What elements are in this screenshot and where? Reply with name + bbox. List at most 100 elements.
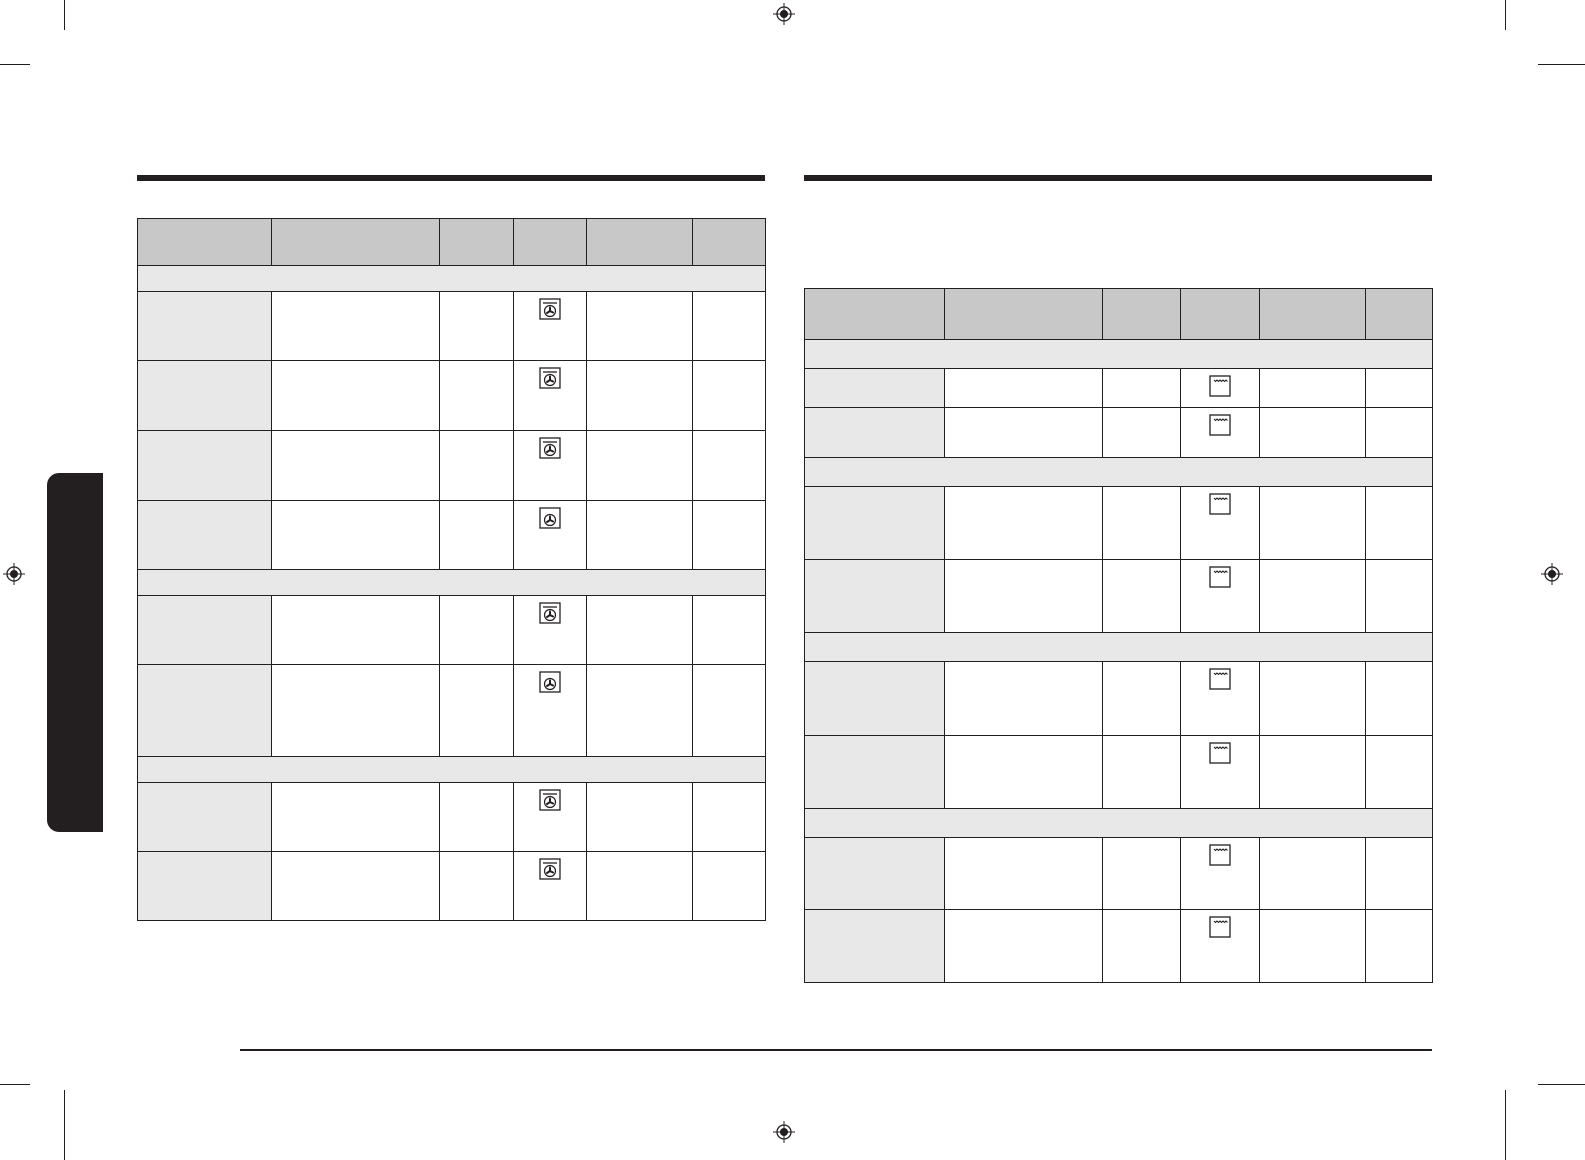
table-cell xyxy=(137,360,272,431)
table-cell xyxy=(1102,735,1181,809)
top-heater-icon xyxy=(1209,742,1231,764)
chapter-side-tab xyxy=(47,473,103,832)
table-cell xyxy=(944,837,1103,910)
table-row xyxy=(137,360,766,431)
top-heater-icon xyxy=(1209,668,1231,690)
top-heater-icon xyxy=(1209,844,1231,866)
table-cell xyxy=(944,559,1103,633)
header-cell xyxy=(271,218,440,266)
table-cell xyxy=(513,595,587,665)
table-cell xyxy=(804,368,945,408)
table-row xyxy=(137,782,766,852)
registration-mark-icon xyxy=(1541,563,1563,585)
header-cell xyxy=(944,288,1103,340)
section-cell xyxy=(804,457,1433,487)
table-cell xyxy=(513,291,587,361)
table-cell xyxy=(137,851,272,921)
table-row xyxy=(137,430,766,501)
table-cell xyxy=(1365,837,1433,910)
section-cell xyxy=(804,339,1433,369)
table-cell xyxy=(1259,368,1366,408)
table-cell xyxy=(804,407,945,458)
table-cell xyxy=(513,851,587,921)
table-cell xyxy=(439,430,514,501)
table-cell xyxy=(1259,735,1366,809)
crop-mark xyxy=(64,1090,65,1160)
table-cell xyxy=(1259,909,1366,983)
table-cell xyxy=(513,430,587,501)
table-cell xyxy=(513,360,587,431)
table-cell xyxy=(804,661,945,736)
table-row xyxy=(137,664,766,757)
table-cell xyxy=(271,500,440,570)
table-cell xyxy=(1102,486,1181,560)
table-cell xyxy=(439,360,514,431)
table-cell xyxy=(1259,407,1366,458)
crop-mark xyxy=(64,0,65,30)
section-row xyxy=(137,569,766,596)
fan-with-top-heater-icon xyxy=(539,437,561,459)
table-cell xyxy=(804,837,945,910)
table-cell xyxy=(137,595,272,665)
header-cell xyxy=(1180,288,1260,340)
crop-mark xyxy=(1538,64,1585,65)
table-cell xyxy=(513,500,587,570)
table-cell xyxy=(944,661,1103,736)
table-cell xyxy=(944,486,1103,560)
table-cell xyxy=(1365,735,1433,809)
table-row xyxy=(804,407,1433,458)
section-row xyxy=(804,632,1433,662)
registration-mark-icon xyxy=(3,563,25,585)
top-heater-icon xyxy=(1209,916,1231,938)
table-cell xyxy=(586,500,693,570)
table-row xyxy=(804,735,1433,809)
table-cell xyxy=(137,430,272,501)
table-cell xyxy=(439,664,514,757)
table-cell xyxy=(271,430,440,501)
header-cell xyxy=(586,218,693,266)
section-row xyxy=(804,808,1433,838)
fan-icon xyxy=(539,671,561,693)
section-row xyxy=(137,265,766,292)
table-row xyxy=(804,909,1433,983)
table-cell xyxy=(1180,559,1260,633)
fan-icon xyxy=(539,507,561,529)
table-row xyxy=(804,368,1433,408)
table-cell xyxy=(1180,735,1260,809)
table-cell xyxy=(137,500,272,570)
top-heater-icon xyxy=(1209,375,1231,397)
table-cell xyxy=(1259,837,1366,910)
crop-mark xyxy=(1505,0,1506,30)
table-cell xyxy=(1180,837,1260,910)
table-cell xyxy=(586,430,693,501)
table-cell xyxy=(271,782,440,852)
table-cell xyxy=(1259,559,1366,633)
crop-mark xyxy=(1505,1090,1506,1160)
header-cell xyxy=(513,218,587,266)
table-cell xyxy=(1102,368,1181,408)
header-cell xyxy=(1365,288,1433,340)
crop-mark xyxy=(0,64,30,65)
table-cell xyxy=(692,851,766,921)
header-cell xyxy=(1259,288,1366,340)
right-section-rule xyxy=(804,175,1432,181)
table-cell xyxy=(692,360,766,431)
table-cell xyxy=(586,291,693,361)
header-cell xyxy=(804,288,945,340)
table-cell xyxy=(1102,559,1181,633)
left-cooking-table xyxy=(137,218,766,921)
table-cell xyxy=(271,595,440,665)
registration-mark-icon xyxy=(773,3,795,25)
table-cell xyxy=(1102,909,1181,983)
table-cell xyxy=(1259,486,1366,560)
fan-with-top-heater-icon xyxy=(539,789,561,811)
table-cell xyxy=(944,407,1103,458)
section-cell xyxy=(804,632,1433,662)
table-row xyxy=(137,291,766,361)
table-cell xyxy=(804,735,945,809)
table-cell xyxy=(944,909,1103,983)
table-cell xyxy=(439,782,514,852)
table-cell xyxy=(137,291,272,361)
section-row xyxy=(804,339,1433,369)
